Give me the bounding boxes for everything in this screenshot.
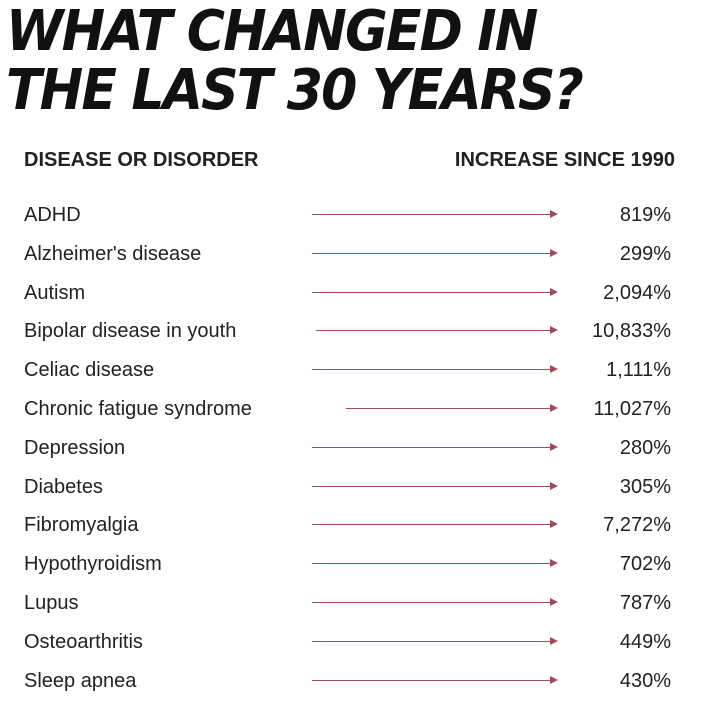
disease-name: Hypothyroidism [24, 553, 162, 576]
increase-value: 280% [619, 436, 671, 459]
list-item: Sleep apnea 430% [0, 661, 709, 700]
increase-value: 299% [619, 242, 671, 265]
arrow-icon [312, 248, 558, 257]
disease-column-header: DISEASE OR DISORDER [24, 149, 259, 171]
increase-value: 1,111% [606, 359, 671, 382]
title-line-1: WHAT CHANGED IN [6, 0, 538, 64]
list-item: Hypothyroidism 702% [0, 544, 709, 583]
arrow-icon [312, 675, 558, 684]
list-item: Alzheimer's disease 299% [0, 234, 709, 273]
disease-name: Autism [24, 281, 86, 304]
disease-name: Alzheimer's disease [24, 242, 202, 265]
increase-value: 11,027% [593, 397, 671, 420]
increase-value: 7,272% [603, 514, 671, 537]
list-item: Bipolar disease in youth 10,833% [0, 311, 709, 350]
list-item: Diabetes 305% [0, 467, 709, 506]
disease-name: Osteoarthritis [24, 630, 143, 653]
list-item: Depression 280% [0, 428, 709, 467]
arrow-icon [312, 559, 558, 568]
title-line-2: THE LAST 30 YEARS? [6, 58, 584, 123]
disease-name: ADHD [24, 204, 81, 226]
increase-value: 10,833% [592, 320, 671, 343]
arrow-icon [312, 636, 558, 645]
disease-name: Depression [24, 436, 126, 459]
page-title: WHAT CHANGED IN THE LAST 30 YEARS? [6, 2, 657, 120]
disease-name: Lupus [24, 591, 79, 614]
arrow-icon [316, 326, 558, 335]
arrow-icon [312, 442, 558, 451]
list-item: ADHD 819% [0, 195, 709, 234]
arrow-icon [346, 403, 558, 412]
arrow-icon [312, 210, 558, 218]
disease-name: Diabetes [24, 475, 103, 498]
arrow-icon [312, 520, 558, 529]
disease-name: Bipolar disease in youth [24, 320, 237, 343]
disease-name: Chronic fatigue syndrome [24, 397, 252, 420]
list-item: Lupus 787% [0, 583, 709, 622]
increase-value: 819% [619, 204, 671, 226]
list-item: Osteoarthritis 449% [0, 622, 709, 661]
disease-name: Sleep apnea [24, 669, 137, 692]
arrow-icon [312, 597, 558, 606]
increase-column-header: INCREASE SINCE 1990 [454, 149, 675, 171]
list-item: Celiac disease 1,111% [0, 350, 709, 389]
increase-value: 430% [619, 669, 671, 692]
increase-value: 702% [619, 553, 671, 576]
increase-value: 787% [619, 591, 671, 614]
arrow-icon [312, 287, 558, 296]
increase-value: 2,094% [603, 281, 671, 304]
arrow-icon [312, 481, 558, 490]
list-item: Autism 2,094% [0, 273, 709, 312]
increase-value: 449% [619, 630, 671, 653]
list-item: Chronic fatigue syndrome 11,027% [0, 389, 709, 428]
arrow-icon [312, 365, 558, 374]
increase-value: 305% [619, 475, 671, 498]
list-item: Fibromyalgia 7,272% [0, 505, 709, 544]
disease-list: ADHD 819% Alzheimer's disease 299% Autis… [0, 195, 709, 699]
disease-name: Fibromyalgia [24, 514, 139, 537]
disease-name: Celiac disease [24, 359, 155, 382]
